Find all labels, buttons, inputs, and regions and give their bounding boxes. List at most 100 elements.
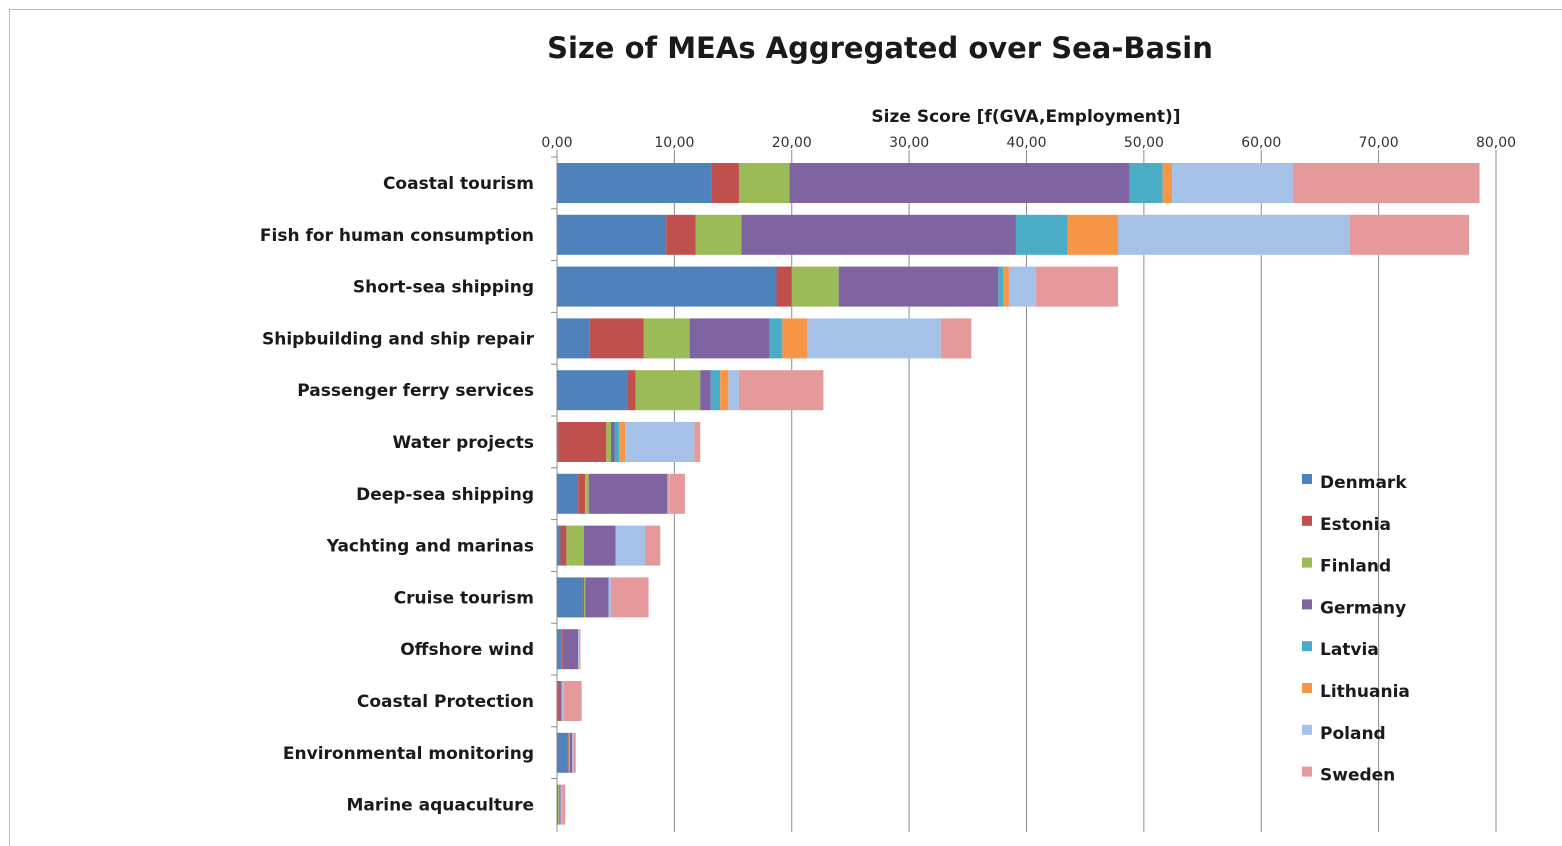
bar-segment-sweden [610,577,649,618]
bar-segment-denmark [557,318,590,359]
bar-segment-germany [562,629,579,670]
bar-segment-sweden [669,473,685,514]
legend-swatch-lithuania [1302,683,1312,693]
bar-segment-estonia [627,370,636,411]
bar-segment-poland [615,525,646,566]
bar-segment-finland [791,266,839,307]
bar-segment-finland [558,784,560,825]
bar-segment-denmark [557,784,559,825]
legend-label: Latvia [1320,640,1379,660]
x-tick-label: 10,00 [654,135,694,151]
legend-label: Finland [1320,557,1391,577]
x-tick-label: 60,00 [1241,135,1281,151]
bar-segment-denmark [557,732,568,773]
bar-segment-germany [559,784,561,825]
category-labels: Coastal tourism Fish for human consumptio… [260,174,535,816]
bar-segment-denmark [557,525,561,566]
category-label: Coastal tourism [383,174,534,194]
x-tick-label: 50,00 [1124,135,1164,151]
bar-segment-germany [700,370,711,411]
x-tick-label: 20,00 [772,135,812,151]
bar-segment-denmark [557,214,667,255]
bar-segment-poland [1172,163,1293,203]
bar-segment-lithuania [782,318,808,359]
x-axis-ticks: 0,00 10,00 20,00 30,00 40,00 50,00 60,00 70,00 8… [541,135,1516,151]
category-label: Coastal Protection [357,692,534,712]
legend: Denmark Estonia Finland Germany Latvia Lithua… [1302,473,1410,786]
category-label: Short-sea shipping [353,278,534,298]
legend-label: Denmark [1320,473,1407,493]
bar-segment-estonia [776,266,792,307]
legend-swatch-denmark [1302,474,1312,484]
bar-segment-poland [807,318,941,359]
chart-frame [9,9,1562,846]
bar-segment-estonia [567,732,569,773]
bar-segment-lithuania [667,473,669,514]
bar-segment-germany [583,525,616,566]
bar-segment-latvia [1129,163,1163,203]
bar-segment-sweden [564,681,582,721]
bar-segment-estonia [666,214,696,255]
category-label: Fish for human consumption [260,226,534,246]
legend-label: Germany [1320,598,1406,618]
chart-title: Size of MEAs Aggregated over Sea-Basin [547,31,1213,65]
bar-segment-lithuania [1067,214,1119,255]
bar-segment-finland [585,473,589,514]
bar-segment-germany [741,214,1016,255]
bar-segment-sweden [738,370,824,411]
x-tick-label: 30,00 [889,135,929,151]
bar-segment-latvia [1015,214,1068,255]
bar-segment-latvia [998,266,1004,307]
bar-segment-finland [606,422,611,462]
bar-segment-estonia [589,318,644,359]
bar-segment-lithuania [720,370,729,411]
x-axis-title: Size Score [f(GVA,Employment)] [871,107,1180,127]
bar-segment-finland [568,732,570,773]
bar-segment-estonia [558,681,561,721]
bar-segment-sweden [694,422,701,462]
x-tick-label: 80,00 [1476,135,1516,151]
bar-segment-finland [643,318,690,359]
bar-segment-poland [1008,266,1036,307]
bar-segment-denmark [557,577,583,618]
legend-swatch-germany [1302,599,1312,610]
bar-segment-germany [588,473,668,514]
bar-segment-poland [608,577,611,618]
bar-segment-poland [572,732,574,773]
bar-segment-denmark [557,422,559,462]
x-tick-label: 40,00 [1006,135,1046,151]
bar-segment-latvia [614,422,620,462]
bar-segment-poland [560,784,562,825]
bar-segment-poland [625,422,695,462]
bar-segment-germany [569,732,573,773]
x-tick-label: 0,00 [541,135,572,151]
bar-segment-denmark [557,629,562,670]
bar-segment-sweden [1349,214,1470,255]
category-label: Offshore wind [400,640,534,660]
bar-segment-estonia [711,163,739,203]
bar-segment-estonia [582,577,584,618]
bar-segment-sweden [573,732,576,773]
bar-segment-finland [566,525,584,566]
bar-segment-sweden [940,318,972,359]
bar-segment-germany [838,266,999,307]
bar-segment-poland [728,370,739,411]
bar-segment-sweden [1292,163,1480,203]
bar-segment-lithuania [1003,266,1009,307]
category-label: Passenger ferry services [297,381,534,401]
bar-segment-denmark [557,473,579,514]
bar-segment-sweden [561,784,566,825]
bar-segment-lithuania [619,422,626,462]
bar-segment-latvia [710,370,721,411]
bar-segment-lithuania [1162,163,1173,203]
bar-segment-estonia [558,422,607,462]
legend-label: Estonia [1320,515,1391,535]
legend-label: Poland [1320,724,1386,744]
bar-segment-sweden [1035,266,1119,307]
bar-segment-denmark [557,370,628,411]
bar-segment-poland [668,473,670,514]
category-label: Water projects [393,433,535,453]
x-tick-label: 70,00 [1359,135,1399,151]
legend-label: Sweden [1320,766,1395,786]
bar-segment-sweden [645,525,661,566]
